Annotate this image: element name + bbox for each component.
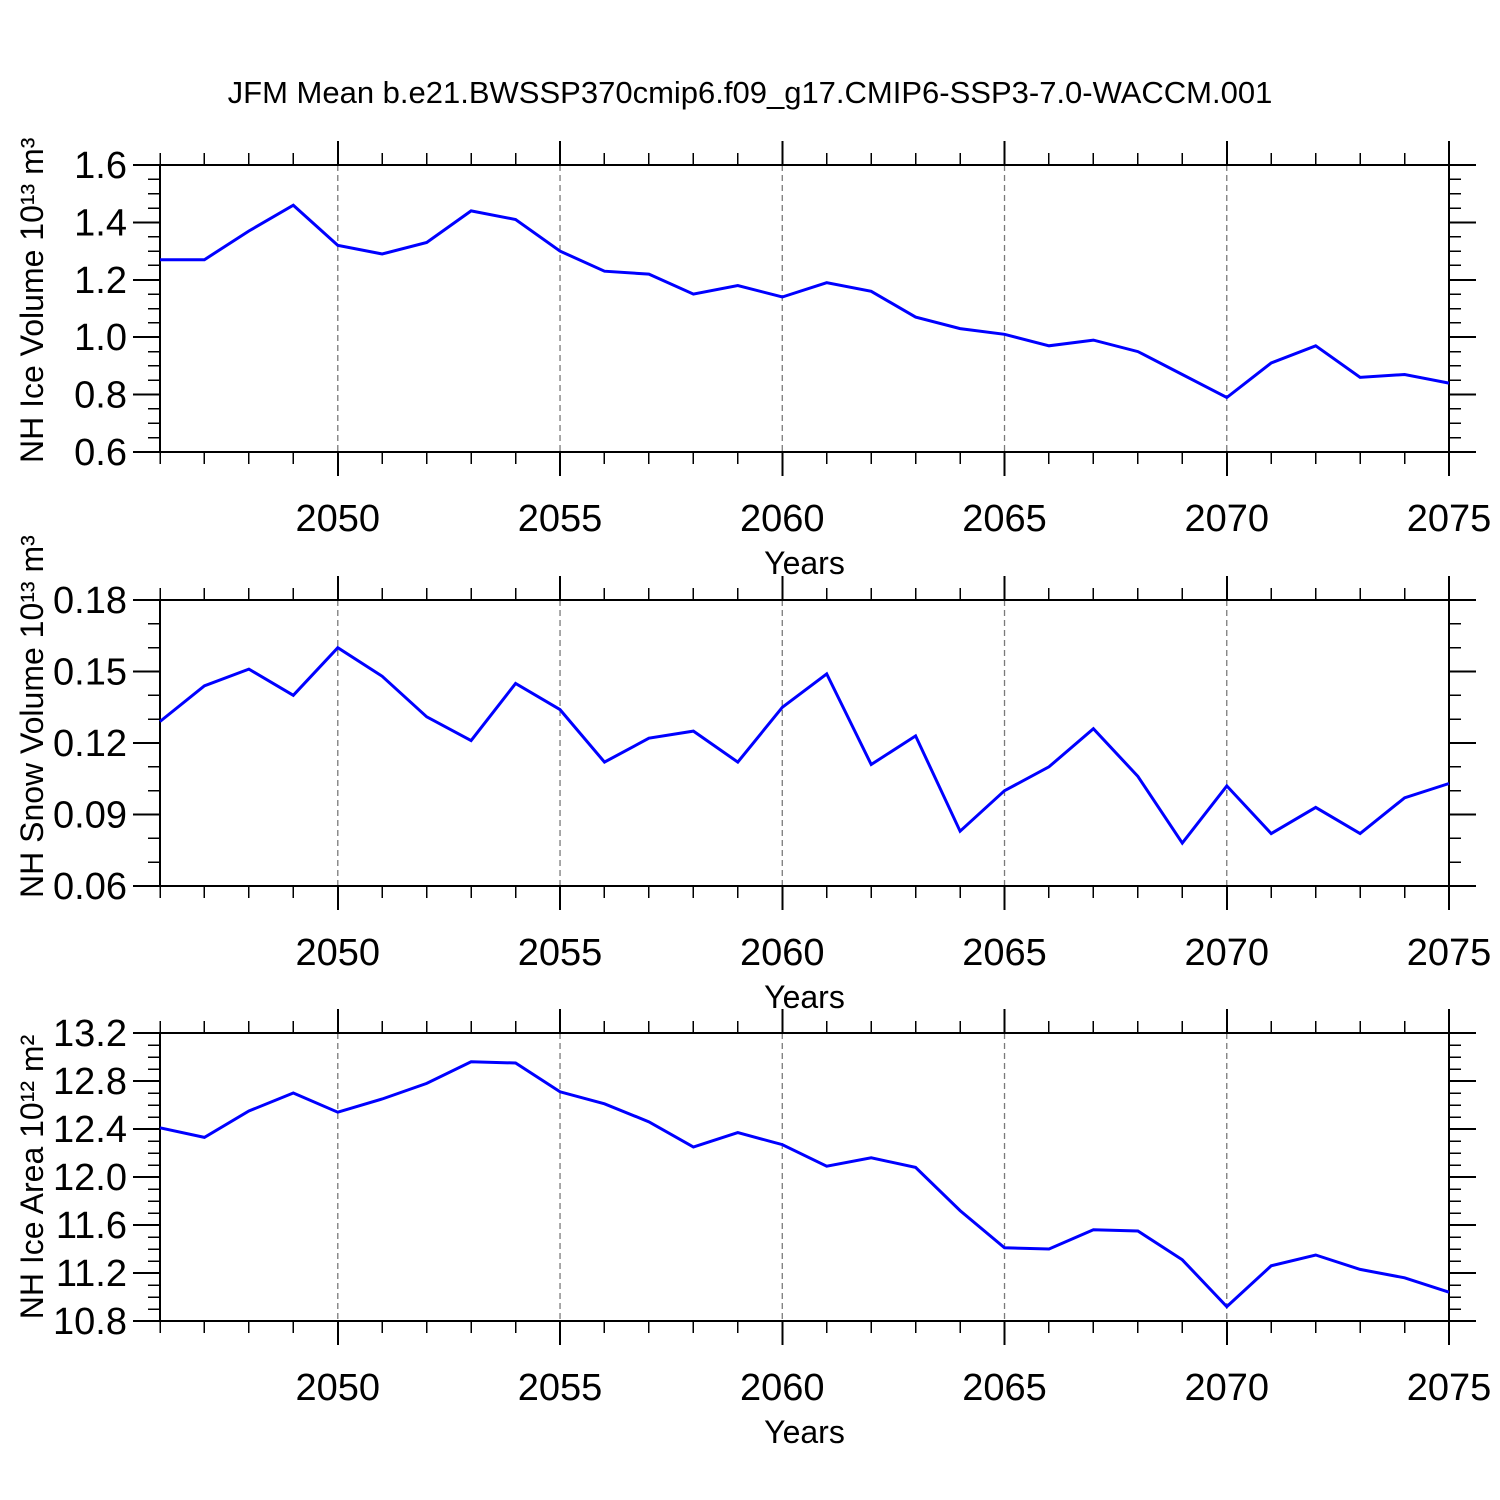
panel-nh-snow-volume: 0.06 0.09 0.12 0.15 0.18 2050 2055 2060 2065 2070… bbox=[53, 576, 1491, 974]
x-axis-title-panel3: Years bbox=[764, 1414, 845, 1450]
series-line-nh-ice-area bbox=[159, 1060, 1450, 1309]
y-tick-label: 1.0 bbox=[74, 317, 127, 359]
x-tick-label: 2055 bbox=[518, 932, 603, 974]
x-tick-label: 2055 bbox=[518, 498, 603, 540]
y-tick-label: 10.8 bbox=[53, 1301, 127, 1343]
x-tick-label: 2050 bbox=[296, 498, 381, 540]
x-tick-label: 2070 bbox=[1184, 1367, 1269, 1409]
y-tick-label: 12.4 bbox=[53, 1109, 127, 1151]
plot-box bbox=[159, 599, 1450, 887]
x-tick-label: 2060 bbox=[740, 932, 825, 974]
y-tick-label: 1.4 bbox=[74, 202, 127, 244]
x-tick-label: 2055 bbox=[518, 1367, 603, 1409]
y-tick-label: 0.06 bbox=[53, 866, 127, 908]
y-axis-title-snow-volume: NH Snow Volume 10¹³ m³ bbox=[14, 535, 50, 898]
x-axis-title-panel1: Years bbox=[764, 545, 845, 581]
figure-title: JFM Mean b.e21.BWSSP370cmip6.f09_g17.CMI… bbox=[227, 75, 1273, 110]
y-tick-label: 11.2 bbox=[56, 1253, 127, 1295]
x-tick-label: 2070 bbox=[1184, 932, 1269, 974]
y-tick-label: 0.18 bbox=[53, 580, 127, 622]
y-tick-label: 12.0 bbox=[53, 1157, 127, 1199]
plot-box bbox=[159, 164, 1450, 453]
y-axis-title-ice-volume: NH Ice Volume 10¹³ m³ bbox=[14, 137, 50, 463]
y-tick-label: 1.6 bbox=[74, 145, 127, 187]
y-tick-label: 0.8 bbox=[74, 375, 127, 417]
panel-nh-ice-volume: 0.6 0.8 1.0 1.2 1.4 1.6 2050 2055 2060 2065 2070 20… bbox=[74, 141, 1491, 540]
x-tick-label: 2065 bbox=[962, 498, 1047, 540]
x-tick-label: 2075 bbox=[1407, 1367, 1492, 1409]
plot-box bbox=[159, 1032, 1450, 1322]
y-tick-label: 1.2 bbox=[74, 260, 127, 302]
y-tick-label: 0.09 bbox=[53, 795, 127, 837]
y-tick-label: 11.6 bbox=[56, 1205, 127, 1247]
series-line-nh-snow-volume bbox=[159, 645, 1450, 846]
x-tick-label: 2050 bbox=[296, 932, 381, 974]
y-axis-title-ice-area: NH Ice Area 10¹² m² bbox=[14, 1034, 50, 1320]
x-tick-label: 2060 bbox=[740, 1367, 825, 1409]
series-line-nh-ice-volume bbox=[160, 203, 1450, 400]
x-tick-label: 2075 bbox=[1407, 932, 1492, 974]
x-tick-label: 2070 bbox=[1184, 498, 1269, 540]
x-tick-label: 2050 bbox=[296, 1367, 381, 1409]
x-tick-label: 2065 bbox=[962, 932, 1047, 974]
x-axis-title-panel2: Years bbox=[764, 979, 845, 1015]
y-tick-label: 0.15 bbox=[53, 652, 127, 694]
x-tick-label: 2065 bbox=[962, 1367, 1047, 1409]
y-tick-label: 13.2 bbox=[53, 1013, 127, 1055]
y-tick-label: 0.12 bbox=[53, 723, 127, 765]
x-tick-label: 2060 bbox=[740, 498, 825, 540]
y-tick-label: 0.6 bbox=[74, 432, 127, 474]
y-tick-label: 12.8 bbox=[53, 1061, 127, 1103]
x-tick-label: 2075 bbox=[1407, 498, 1492, 540]
panel-nh-ice-area: 10.8 11.2 11.6 12.0 12.4 12.8 13.2 2050 2055 2060… bbox=[53, 1009, 1491, 1409]
